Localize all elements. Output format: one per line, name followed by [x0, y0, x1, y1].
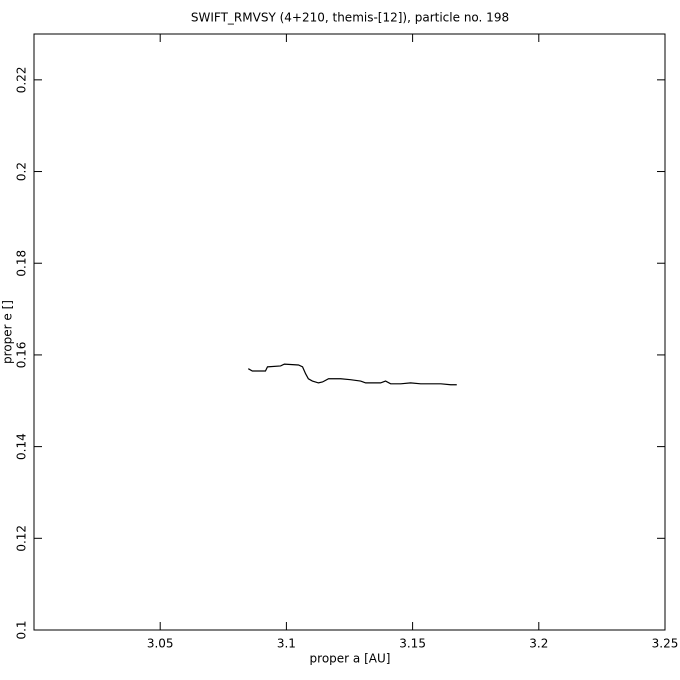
y-tick-label: 0.12	[15, 525, 29, 552]
y-tick-label: 0.18	[15, 250, 29, 277]
y-tick-label: 0.14	[15, 433, 29, 460]
y-tick-label: 0.1	[15, 620, 29, 639]
y-tick-label: 0.16	[15, 342, 29, 369]
data-line	[247, 363, 457, 386]
x-tick-label: 3.1	[277, 637, 296, 651]
chart-title: SWIFT_RMVSY (4+210, themis-[12]), partic…	[191, 11, 509, 25]
x-tick-label: 3.25	[652, 637, 679, 651]
x-tick-label: 3.05	[147, 637, 174, 651]
x-axis-label: proper a [AU]	[310, 652, 391, 666]
y-axis-label: proper e []	[1, 300, 15, 364]
x-tick-label: 3.2	[529, 637, 548, 651]
y-tick-label: 0.2	[15, 162, 29, 181]
y-tick-label: 0.22	[15, 66, 29, 93]
x-tick-label: 3.15	[399, 637, 426, 651]
plot-frame	[33, 33, 666, 631]
